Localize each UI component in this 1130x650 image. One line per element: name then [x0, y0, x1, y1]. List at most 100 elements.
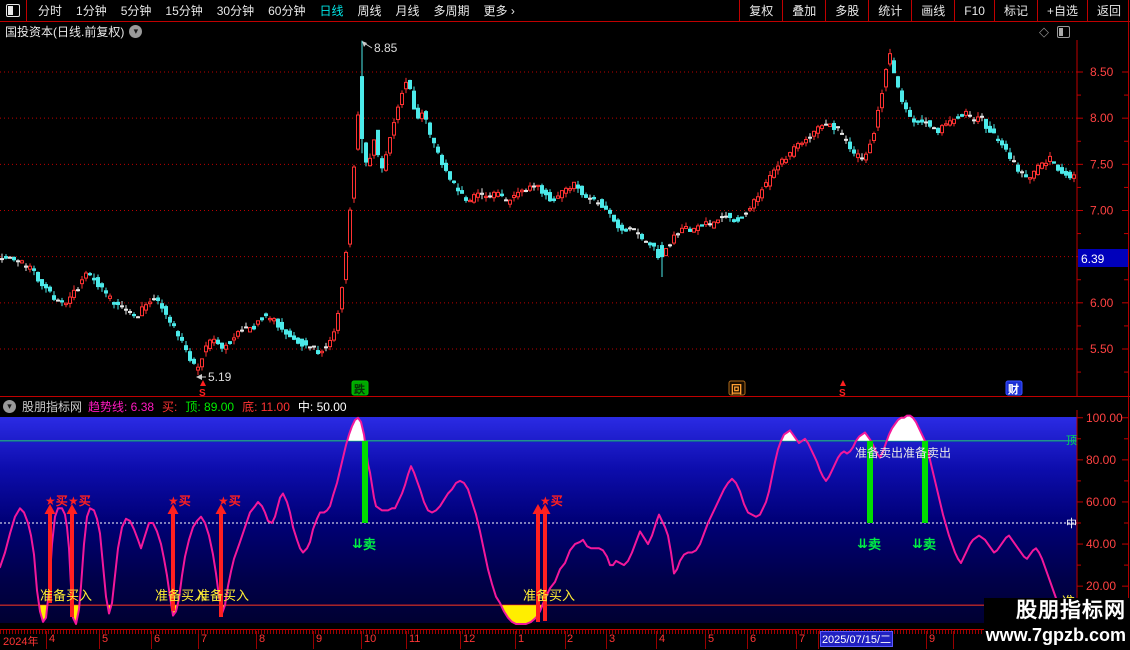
tool-menu-item-0[interactable]: 复权 — [739, 0, 782, 22]
layout-icon — [6, 4, 20, 17]
buy-arrow — [167, 504, 179, 611]
price-axis-label: 8.50 — [1090, 65, 1114, 79]
prepare-sell-label: 准备卖出准备卖出 — [855, 446, 951, 460]
month-separator — [953, 631, 954, 649]
chevron-down-icon[interactable]: ▾ — [129, 24, 143, 38]
month-separator — [565, 631, 566, 649]
time-axis-label: 9 — [316, 633, 323, 645]
prepare-buy-label: 准备买入 — [40, 588, 92, 603]
month-separator — [256, 631, 257, 649]
period-tab-6[interactable]: 日线 — [319, 4, 344, 18]
level-edge-label: 顶 — [1066, 434, 1077, 447]
period-tab-5[interactable]: 60分钟 — [268, 4, 306, 18]
indicator-panel[interactable]: ★买★买★买★买★买⇊卖⇊卖⇊卖准备买入准备买入准备买入准备买入准准备卖出准备卖… — [0, 410, 1130, 630]
signal-s-marker: S — [839, 380, 846, 396]
time-axis-label: 11 — [409, 633, 421, 645]
price-axis-label: 7.00 — [1090, 203, 1114, 217]
sell-bar — [867, 440, 873, 523]
period-tab-10[interactable]: 更多 › — [483, 4, 515, 18]
time-axis-label: 7 — [799, 633, 806, 645]
period-tabs: 分时 1分钟 5分钟 15分钟 30分钟 60分钟 日线 周线 月线 多周期 更多 › — [27, 0, 739, 21]
time-axis-label: 5 — [708, 633, 715, 645]
panel-icon[interactable] — [1057, 26, 1070, 38]
month-separator — [926, 631, 927, 649]
month-separator — [151, 631, 152, 649]
collapse-icon[interactable]: ▾ — [3, 400, 16, 413]
month-separator — [515, 631, 516, 649]
buy-signal-label: ★买 — [68, 494, 91, 508]
tool-menu-item-6[interactable]: 标记 — [993, 0, 1037, 22]
period-tab-0[interactable]: 分时 — [38, 4, 63, 18]
tool-menu-item-3[interactable]: 统计 — [868, 0, 911, 22]
indicator-source: 股朋指标网 — [22, 400, 83, 414]
period-tab-4[interactable]: 30分钟 — [216, 4, 255, 18]
sell-bar — [362, 440, 368, 523]
time-axis-label: 9 — [929, 633, 936, 645]
indicator-field-3: 底: 11.00 — [242, 400, 290, 414]
time-axis-label: 2 — [567, 633, 574, 645]
buy-signal-label: ★买 — [218, 494, 241, 508]
month-separator — [46, 631, 47, 649]
period-tab-7[interactable]: 周线 — [357, 4, 382, 18]
watermark-site-name: 股朋指标网 — [1016, 599, 1126, 622]
price-axis-label: 5.50 — [1090, 342, 1114, 356]
time-axis-label: 3 — [609, 633, 616, 645]
buy-signal-label: ★买 — [540, 494, 563, 508]
buy-arrow — [532, 504, 544, 622]
selected-date-box[interactable]: 2025/07/15/二 — [820, 631, 893, 647]
tool-menu-item-8[interactable]: 返回 — [1086, 0, 1130, 22]
time-axis-label: 1 — [518, 633, 525, 645]
period-tab-2[interactable]: 5分钟 — [120, 4, 152, 18]
buy-arrow — [66, 504, 78, 617]
month-separator — [460, 631, 461, 649]
indicator-field-2: 顶: 89.00 — [185, 400, 235, 414]
period-tab-8[interactable]: 月线 — [395, 4, 420, 18]
period-tab-9[interactable]: 多周期 — [433, 4, 470, 18]
tool-menu-item-4[interactable]: 画线 — [911, 0, 954, 22]
svg-text:回: 回 — [731, 382, 742, 396]
svg-text:跌: 跌 — [354, 382, 366, 396]
tool-menu-item-2[interactable]: 多股 — [825, 0, 868, 22]
period-toolbar: 分时 1分钟 5分钟 15分钟 30分钟 60分钟 日线 周线 月线 多周期 更多 › 复权 叠加 多股… — [0, 0, 1130, 22]
buy-signal-label: ★买 — [45, 494, 68, 508]
panel-separator — [0, 396, 1130, 397]
layout-toggle-button[interactable] — [0, 0, 27, 22]
level-edge-label: 中 — [1066, 517, 1077, 530]
candlestick-chart[interactable]: 8.508.007.507.006.005.506.398.855.19S 跌回 S… — [0, 40, 1130, 396]
month-separator — [606, 631, 607, 649]
right-border — [1128, 0, 1129, 649]
tool-menu-item-5[interactable]: F10 — [954, 0, 994, 22]
time-axis-label: 4 — [659, 633, 666, 645]
indicator-axis-label: 20.00 — [1086, 579, 1116, 593]
month-separator — [198, 631, 199, 649]
tool-menu-item-7[interactable]: +自选 — [1036, 0, 1087, 22]
candles — [0, 40, 1076, 376]
event-tag-marker: 财 — [1005, 380, 1023, 396]
price-axis-label: 6.00 — [1090, 296, 1114, 310]
time-axis-label: 2024年 — [3, 636, 39, 648]
period-tab-3[interactable]: 15分钟 — [165, 4, 203, 18]
month-separator — [818, 631, 819, 649]
prepare-buy-label: 准备买入 — [197, 588, 249, 603]
month-separator — [796, 631, 797, 649]
month-separator — [406, 631, 407, 649]
time-axis-label: 8 — [259, 633, 266, 645]
prepare-buy-label: 准备买入 — [523, 588, 575, 603]
buy-signal-label: ★买 — [168, 494, 191, 508]
indicator-axis-label: 60.00 — [1086, 495, 1116, 509]
month-separator — [99, 631, 100, 649]
price-axis-label: 8.00 — [1090, 111, 1114, 125]
tool-menu-item-1[interactable]: 叠加 — [782, 0, 825, 22]
trend-curve — [0, 414, 1077, 625]
time-axis-label: 6 — [154, 633, 161, 645]
low-annotation: 5.19 — [208, 370, 232, 384]
time-axis-label: 4 — [49, 633, 56, 645]
period-tab-1[interactable]: 1分钟 — [76, 4, 107, 18]
indicator-field-0: 趋势线: 6.38 — [88, 400, 155, 414]
month-separator — [747, 631, 748, 649]
svg-text:财: 财 — [1007, 382, 1019, 396]
diamond-icon[interactable]: ◇ — [1039, 24, 1049, 39]
sell-signal-label: 卖 — [363, 537, 376, 552]
indicator-axis-label: 40.00 — [1086, 537, 1116, 551]
last-price-value: 6.39 — [1081, 252, 1105, 266]
